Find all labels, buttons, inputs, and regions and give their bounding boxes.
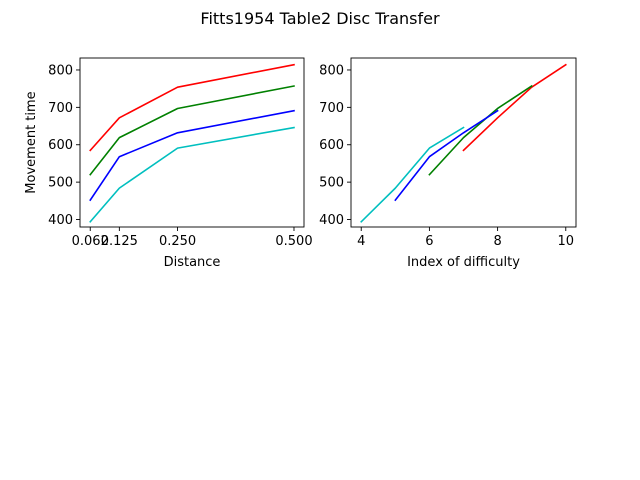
y-tick-label: 700 — [48, 101, 73, 116]
series-line-1 — [89, 63, 295, 152]
series-line-3 — [394, 109, 499, 202]
y-tick-label: 400 — [319, 213, 344, 228]
series-line-4 — [360, 126, 465, 223]
series-line-4 — [89, 126, 295, 223]
axes-frame — [79, 57, 305, 228]
x-axis-label: Index of difficulty — [407, 255, 520, 270]
series-line-1 — [462, 63, 567, 152]
x-axis-label: Distance — [164, 255, 221, 270]
x-tick-label: 6 — [425, 234, 433, 249]
y-tick-label: 600 — [48, 138, 73, 153]
series-line-2 — [428, 84, 533, 176]
x-tick-label: 0.500 — [275, 234, 312, 249]
y-tick-label: 800 — [48, 63, 73, 78]
chart-panel-index-of-difficulty: 4 6 8 10 400 500 600 700 800 Index of difficulty — [319, 57, 577, 270]
series-line-2 — [89, 85, 295, 176]
axes-frame — [350, 57, 577, 228]
y-tick-label: 600 — [319, 138, 344, 153]
y-tick-label: 800 — [319, 63, 344, 78]
y-tick-label: 500 — [48, 176, 73, 191]
x-tick-label: 0.062 — [72, 234, 109, 249]
figure-title: Fitts1954 Table2 Disc Transfer — [200, 9, 440, 28]
y-tick-label: 400 — [48, 213, 73, 228]
y-axis-label: Movement time — [24, 91, 39, 193]
x-tick-label: 10 — [557, 234, 574, 249]
series-line-3 — [89, 109, 295, 202]
x-tick-label: 0.250 — [159, 234, 196, 249]
x-tick-label: 0.125 — [101, 234, 138, 249]
x-tick-label: 4 — [357, 234, 365, 249]
y-tick-label: 500 — [319, 176, 344, 191]
y-tick-label: 700 — [319, 101, 344, 116]
x-tick-label: 8 — [493, 234, 501, 249]
